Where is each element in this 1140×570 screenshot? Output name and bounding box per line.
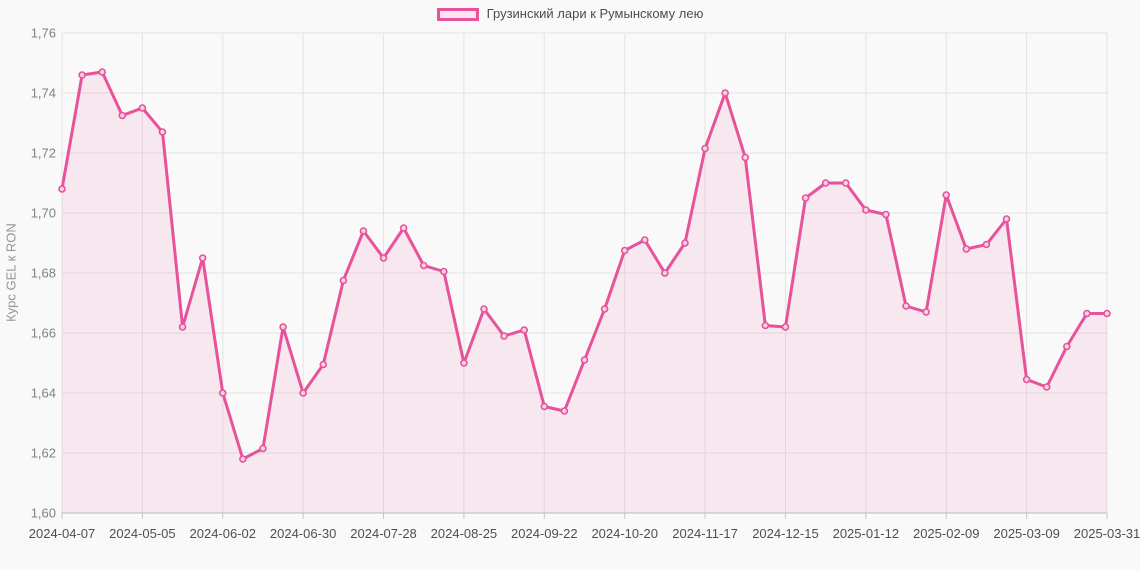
svg-text:2024-06-02: 2024-06-02	[190, 526, 257, 541]
svg-text:1,74: 1,74	[31, 86, 56, 101]
x-gridlines	[61, 33, 1108, 513]
x-axis-ticks	[61, 513, 1108, 519]
y-gridlines	[62, 32, 1107, 514]
svg-text:1,66: 1,66	[31, 326, 56, 341]
svg-text:2024-09-22: 2024-09-22	[511, 526, 578, 541]
svg-text:2024-10-20: 2024-10-20	[591, 526, 658, 541]
svg-text:2024-12-15: 2024-12-15	[752, 526, 819, 541]
svg-text:2024-06-30: 2024-06-30	[270, 526, 337, 541]
svg-text:2025-03-31: 2025-03-31	[1074, 526, 1140, 541]
y-axis-title: Курс GEL к RON	[3, 223, 19, 322]
svg-text:2024-04-07: 2024-04-07	[29, 526, 96, 541]
x-axis-labels: 2024-04-07 2024-05-05 2024-06-02 2024-06-30…	[29, 526, 1140, 541]
svg-text:1,76: 1,76	[31, 26, 56, 41]
svg-text:2025-02-09: 2025-02-09	[913, 526, 980, 541]
chart-legend[interactable]: Грузинский лари к Румынскому лею	[0, 6, 1140, 22]
svg-text:2024-07-28: 2024-07-28	[350, 526, 417, 541]
svg-text:2025-01-12: 2025-01-12	[833, 526, 900, 541]
svg-text:2024-05-05: 2024-05-05	[109, 526, 176, 541]
area-fill	[62, 72, 1107, 513]
svg-text:2024-11-17: 2024-11-17	[672, 526, 738, 541]
svg-text:1,70: 1,70	[31, 206, 56, 221]
svg-text:1,62: 1,62	[31, 446, 56, 461]
svg-text:2024-08-25: 2024-08-25	[431, 526, 498, 541]
y-axis-labels: 1,60 1,62 1,64 1,66 1,68 1,70 1,72 1,74 1,76	[31, 26, 56, 521]
data-point-markers[interactable]	[58, 68, 1111, 463]
legend-swatch	[436, 7, 479, 21]
svg-text:1,64: 1,64	[31, 386, 56, 401]
svg-text:1,68: 1,68	[31, 266, 56, 281]
svg-text:1,60: 1,60	[31, 506, 56, 521]
svg-text:2025-03-09: 2025-03-09	[993, 526, 1060, 541]
svg-text:1,72: 1,72	[31, 146, 56, 161]
legend-label: Грузинский лари к Румынскому лею	[486, 6, 704, 21]
